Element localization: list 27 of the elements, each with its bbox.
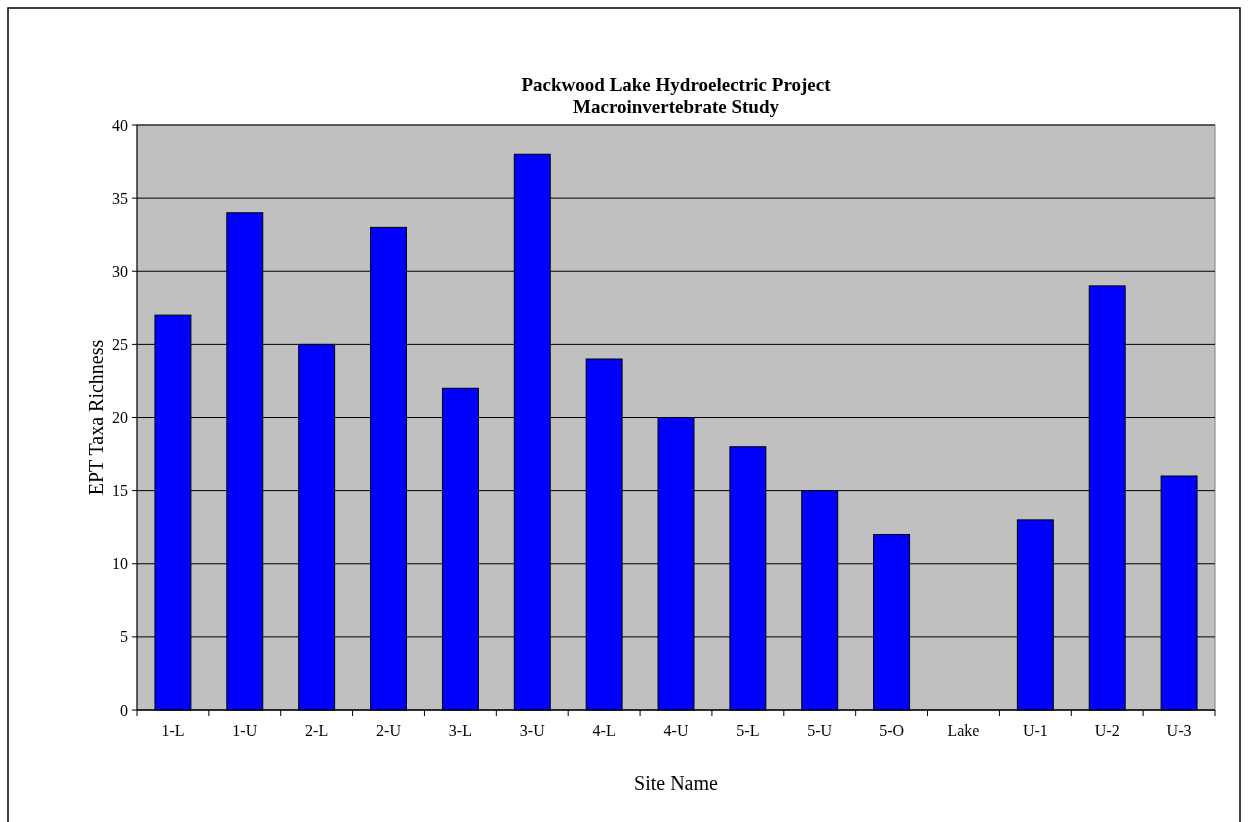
y-tick-label: 25 xyxy=(112,335,128,353)
x-axis-title: Site Name xyxy=(634,772,719,794)
x-tick-label: U-3 xyxy=(1166,722,1192,739)
x-tick-label: U-2 xyxy=(1094,722,1120,739)
x-tick-label: 3-U xyxy=(519,722,546,739)
y-axis-title: EPT Taxa Richness xyxy=(85,339,107,496)
y-tick-label: 0 xyxy=(120,701,128,719)
x-tick-label: 5-L xyxy=(736,722,760,739)
x-tick-label: 4-L xyxy=(592,722,616,739)
y-tick-label: 30 xyxy=(112,262,128,280)
x-tick-label: 2-L xyxy=(305,722,329,739)
y-tick-label: 20 xyxy=(112,409,128,427)
y-tick-label: 40 xyxy=(112,116,128,134)
chart-title: Packwood Lake Hydroelectric Project Macroinvertebrate Study xyxy=(521,74,832,117)
x-tick-label: 3-L xyxy=(448,722,472,739)
x-tick-label: U-1 xyxy=(1022,722,1048,739)
x-tick-label: 2-U xyxy=(376,722,402,739)
x-tick-label: 1-L xyxy=(161,722,185,739)
y-tick-label: 5 xyxy=(120,628,128,646)
x-tick-label: 5-O xyxy=(879,722,905,739)
x-tick-label: Lake xyxy=(947,722,980,739)
y-tick-label: 35 xyxy=(112,189,128,207)
y-tick-label: 15 xyxy=(112,482,128,500)
y-tick-label: 10 xyxy=(112,555,128,573)
x-tick-label: 4-U xyxy=(663,722,689,739)
x-tick-label: 1-U xyxy=(232,722,258,739)
x-tick-label: 5-U xyxy=(807,722,833,739)
